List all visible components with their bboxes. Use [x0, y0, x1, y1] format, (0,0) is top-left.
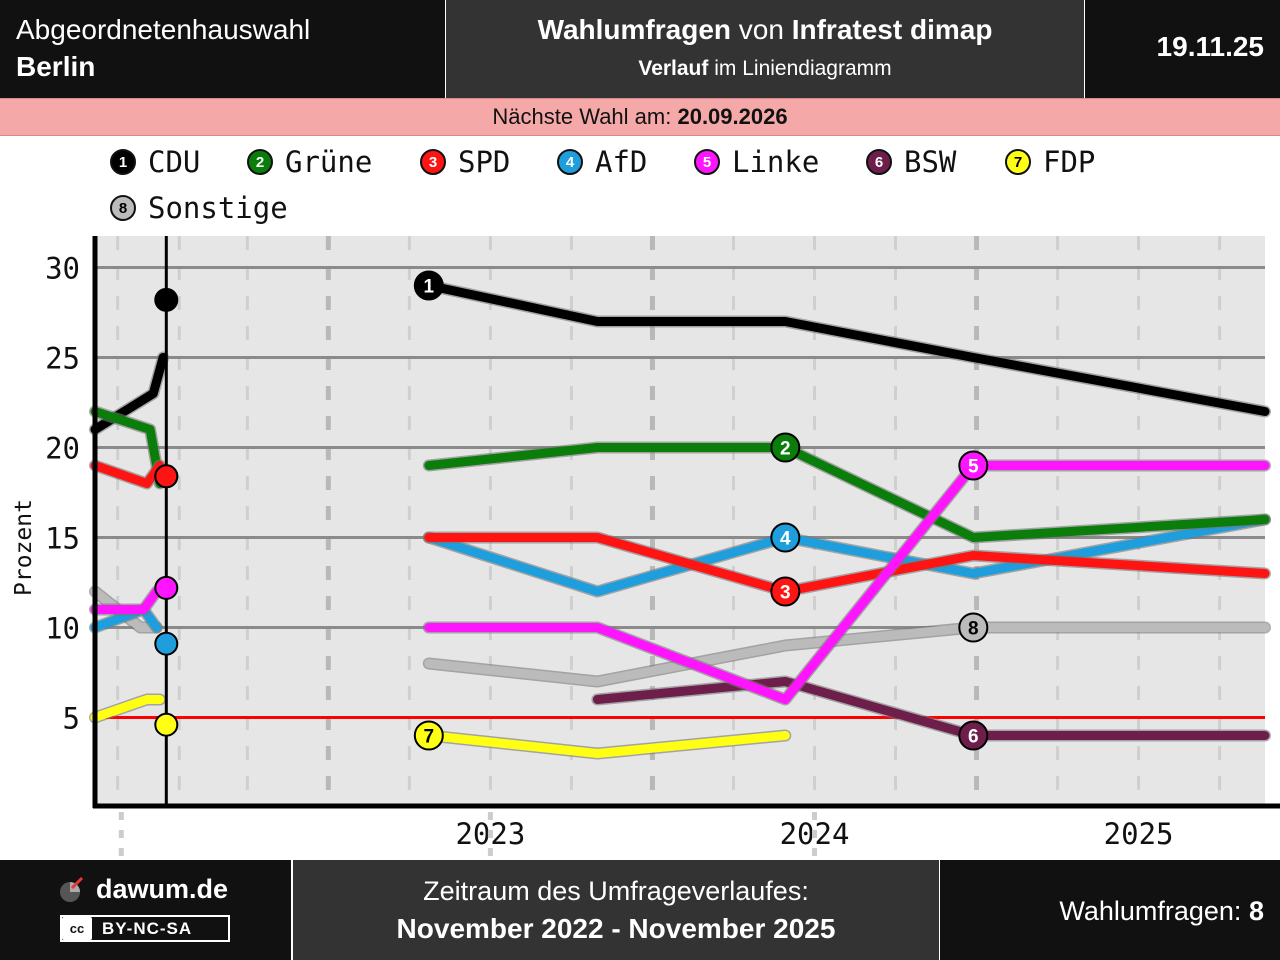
election-result-marker-fdp: [154, 712, 179, 737]
site-name: dawum.de: [96, 874, 229, 904]
election-result-marker-afd: [154, 631, 179, 656]
pre-election-line-fdp: [90, 695, 165, 722]
legend-item-sonstige: 8 Sonstige: [110, 186, 288, 230]
footer-right: Wahlumfragen: 8: [940, 860, 1280, 960]
legend-label: AfD: [595, 145, 648, 179]
plot-background: [95, 236, 1265, 806]
page-title: Wahlumfragen von Infratest dimap: [446, 14, 1084, 46]
subtitle-part-2: im Liniendiagramm: [714, 57, 892, 80]
title-part-1: Wahlumfragen: [537, 14, 731, 45]
legend-label: SPD: [458, 145, 511, 179]
y-tick-label: 5: [63, 702, 80, 736]
license-text: BY-NC-SA: [102, 918, 193, 938]
header-right: 19.11.25: [1085, 0, 1280, 98]
legend-item-cdu: 1 CDU: [110, 140, 200, 184]
series-label-number: 4: [780, 529, 791, 550]
election-result-marker-linke: [154, 575, 179, 600]
legend-item-linke: 5 Linke: [694, 140, 819, 184]
series-line-fdp: [424, 731, 790, 758]
series-label-number: 6: [968, 727, 979, 748]
series-line-linke: [424, 461, 1270, 704]
legend-marker: 3: [420, 149, 446, 175]
series-label-marker-cdu: [413, 270, 444, 301]
series-label-marker-linke: [958, 450, 989, 481]
legend-marker: 2: [247, 149, 273, 175]
poll-line-chart: 51015202530Prozent20232024202512345678: [11, 236, 1280, 856]
legend-item-bsw: 6 BSW: [866, 140, 956, 184]
series-label-marker-bsw: [958, 720, 989, 751]
y-tick-label: 15: [45, 522, 80, 556]
election-result-marker-spd: [154, 464, 179, 489]
legend-item-grüne: 2 Grüne: [247, 140, 372, 184]
legend-marker: 5: [694, 149, 720, 175]
update-date: 19.11.25: [1156, 31, 1264, 62]
next-election-date: 20.09.2026: [677, 104, 788, 129]
legend-label: CDU: [148, 145, 201, 179]
license-badge[interactable]: cc BY-NC-SA: [60, 915, 230, 942]
legend-item-spd: 3 SPD: [420, 140, 510, 184]
legend-item-afd: 4 AfD: [557, 140, 647, 184]
poll-count-label: Wahlumfragen:: [1059, 896, 1242, 926]
series-label-marker-sonstige: [958, 612, 989, 643]
header-title-box: Wahlumfragen von Infratest dimap Verlauf…: [446, 0, 1084, 98]
chart-legend: 1 CDU 2 Grüne 3 SPD 4 AfD 5 Linke 6 BSW 7 FDP 8 Sonstig…: [0, 140, 1280, 232]
series-label-number: 3: [780, 583, 791, 604]
x-tick-label: 2025: [1104, 817, 1174, 851]
legend-marker: 1: [110, 149, 136, 175]
y-tick-label: 25: [45, 342, 80, 376]
legend-label: BSW: [904, 145, 957, 179]
page-subtitle: Verlauf im Liniendiagramm: [446, 57, 1084, 81]
legend-label: Sonstige: [148, 191, 288, 225]
subtitle-part-1: Verlauf: [638, 57, 709, 80]
next-election-label: Nächste Wahl am:: [492, 104, 672, 129]
legend-marker: 4: [557, 149, 583, 175]
legend-label: Grüne: [285, 145, 373, 179]
election-type: Abgeordnetenhauswahl: [16, 14, 311, 45]
series-label-marker-afd: [770, 522, 801, 553]
period-value: November 2022 - November 2025: [396, 913, 836, 944]
pre-election-line-linke: [90, 587, 162, 614]
legend-marker: 8: [110, 195, 136, 221]
y-tick-label: 30: [45, 252, 80, 286]
footer-period: Zeitraum des Umfrageverlaufes: November …: [293, 860, 939, 960]
cc-icon: cc: [62, 917, 92, 940]
site-brand[interactable]: dawum.de: [58, 874, 228, 905]
legend-item-fdp: 7 FDP: [1005, 140, 1095, 184]
y-tick-label: 20: [45, 432, 80, 466]
series-label-number: 5: [968, 457, 979, 478]
dawum-logo-icon: [60, 876, 84, 902]
footer-left: dawum.de cc BY-NC-SA: [0, 860, 291, 960]
series-label-marker-spd: [770, 576, 801, 607]
series-label-marker-grüne: [770, 432, 801, 463]
poll-count-value: 8: [1248, 896, 1264, 926]
series-label-number: 8: [968, 619, 979, 640]
y-tick-label: 10: [45, 612, 80, 646]
title-part-3: Infratest dimap: [791, 14, 993, 45]
series-label-number: 7: [424, 727, 435, 748]
series-label-number: 2: [780, 439, 791, 460]
series-line-cdu: [424, 281, 1270, 416]
series-line-bsw: [592, 677, 1270, 740]
poll-count: Wahlumfragen: 8: [1059, 896, 1264, 927]
series-label-marker-fdp: [413, 720, 444, 751]
legend-label: FDP: [1043, 145, 1096, 179]
region-name: Berlin: [16, 51, 96, 82]
series-line-sonstige: [424, 623, 1270, 686]
next-election-bar: Nächste Wahl am: 20.09.2026: [0, 98, 1280, 136]
period-label: Zeitraum des Umfrageverlaufes:: [423, 876, 809, 906]
legend-label: Linke: [732, 145, 820, 179]
title-part-2: von: [738, 14, 784, 45]
series-label-number: 1: [424, 277, 435, 298]
election-result-marker-cdu: [154, 287, 179, 312]
header-left: Abgeordnetenhauswahl Berlin: [0, 0, 445, 98]
legend-marker: 7: [1005, 149, 1031, 175]
legend-marker: 6: [866, 149, 892, 175]
y-axis-label: Prozent: [11, 499, 37, 596]
